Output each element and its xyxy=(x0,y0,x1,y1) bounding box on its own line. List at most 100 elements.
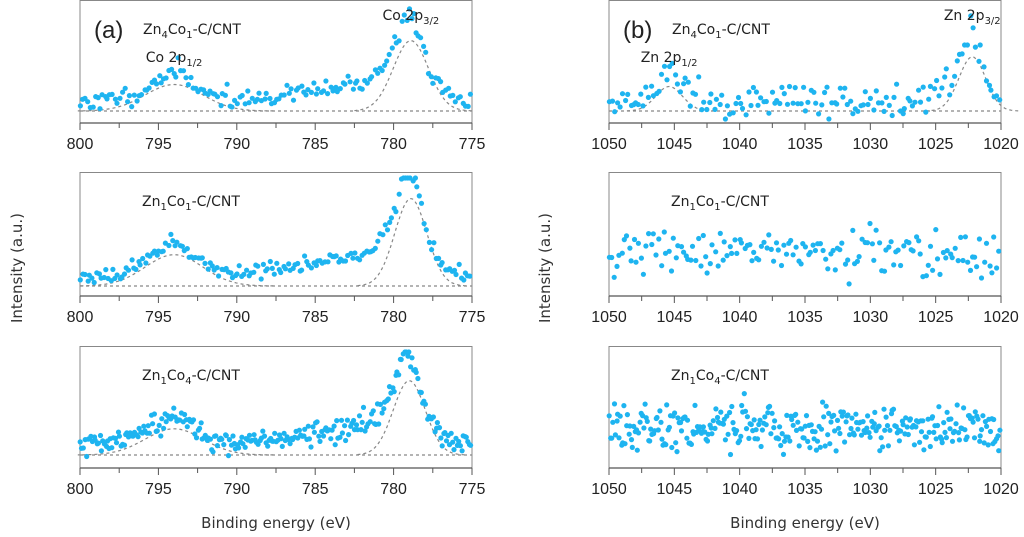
data-point xyxy=(166,242,172,249)
data-point xyxy=(708,425,714,431)
data-point xyxy=(401,12,407,18)
data-point xyxy=(456,261,462,267)
data-point xyxy=(860,102,866,108)
data-point xyxy=(704,106,710,113)
data-point xyxy=(377,401,383,407)
data-point xyxy=(883,414,889,420)
data-point xyxy=(756,421,762,428)
data-point xyxy=(278,436,284,442)
data-point xyxy=(384,227,391,233)
data-point xyxy=(234,101,240,107)
data-point xyxy=(284,82,290,88)
data-point xyxy=(684,435,690,441)
x-tick-label: 785 xyxy=(302,481,329,498)
data-point xyxy=(313,262,319,269)
data-point xyxy=(778,262,785,269)
data-point xyxy=(436,255,442,261)
data-point xyxy=(678,428,685,434)
data-point xyxy=(788,237,794,244)
fit-curve-2 xyxy=(927,56,1019,112)
data-point xyxy=(359,86,365,92)
data-point xyxy=(241,271,247,277)
data-point xyxy=(171,405,177,411)
data-point xyxy=(749,258,755,264)
data-point xyxy=(406,6,413,12)
data-point xyxy=(720,257,726,263)
data-point xyxy=(612,109,618,115)
data-point xyxy=(958,234,964,240)
data-point xyxy=(345,73,351,79)
data-point xyxy=(421,43,427,50)
data-point xyxy=(103,267,109,273)
data-point xyxy=(707,99,713,106)
data-point xyxy=(993,93,1000,99)
data-point xyxy=(418,35,424,41)
data-point xyxy=(184,246,190,252)
data-point xyxy=(704,438,711,444)
data-point xyxy=(214,94,221,100)
data-point xyxy=(947,426,953,432)
data-point xyxy=(649,83,655,89)
data-point xyxy=(784,101,791,107)
data-point xyxy=(117,95,123,101)
data-point xyxy=(771,425,777,431)
data-point xyxy=(619,91,626,97)
data-point xyxy=(987,428,994,435)
data-point xyxy=(659,263,665,269)
data-point xyxy=(634,447,640,453)
data-point xyxy=(627,245,633,251)
data-point xyxy=(282,266,288,272)
data-point xyxy=(245,88,251,94)
data-point xyxy=(980,413,986,419)
data-point xyxy=(739,105,746,112)
data-point xyxy=(989,270,995,276)
data-point xyxy=(648,426,654,432)
data-point xyxy=(422,401,428,407)
data-point xyxy=(364,80,370,86)
data-point xyxy=(764,245,770,251)
data-point xyxy=(984,423,990,429)
data-point xyxy=(994,265,1000,271)
data-point xyxy=(761,239,767,245)
data-point xyxy=(735,94,742,101)
data-point xyxy=(337,86,343,92)
data-point xyxy=(670,235,676,241)
data-point xyxy=(182,411,188,418)
data-point xyxy=(120,89,126,95)
data-point xyxy=(85,278,91,284)
data-point xyxy=(350,86,356,92)
data-point xyxy=(669,60,675,66)
data-point xyxy=(638,91,644,97)
data-point xyxy=(732,237,738,243)
data-point xyxy=(343,437,349,444)
data-point xyxy=(170,238,176,244)
data-point xyxy=(286,261,292,267)
data-point xyxy=(188,74,194,81)
data-point xyxy=(805,99,811,105)
data-point xyxy=(382,62,388,68)
data-point xyxy=(839,413,845,419)
data-point xyxy=(185,82,191,88)
data-point xyxy=(242,444,248,450)
data-point xyxy=(664,402,670,408)
data-point xyxy=(621,403,627,409)
data-point xyxy=(700,232,706,239)
data-point xyxy=(798,101,804,107)
data-point xyxy=(640,271,647,277)
data-point xyxy=(881,108,887,114)
x-tick-label: 1050 xyxy=(591,136,627,153)
data-point xyxy=(743,426,750,432)
data-point xyxy=(983,78,990,84)
data-point xyxy=(96,271,102,277)
data-point xyxy=(353,422,360,428)
data-point xyxy=(734,428,740,434)
data-point xyxy=(923,109,929,115)
data-point xyxy=(656,236,662,242)
data-point xyxy=(267,95,273,102)
data-point xyxy=(112,96,118,102)
data-point xyxy=(226,437,232,443)
data-point xyxy=(199,255,205,261)
data-point xyxy=(754,436,761,442)
x-tick-label: 1025 xyxy=(918,136,954,153)
